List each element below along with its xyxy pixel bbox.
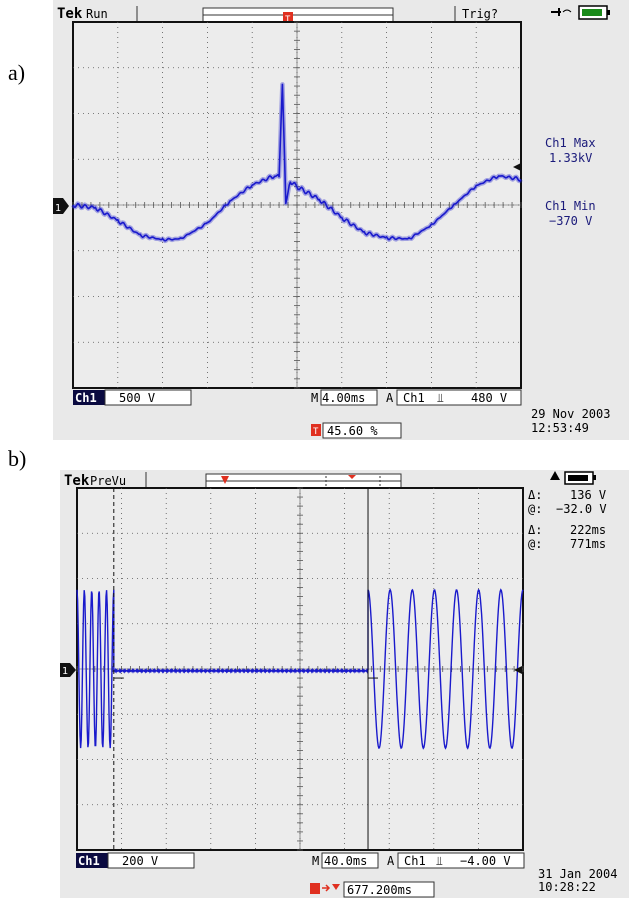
date: 29 Nov 2003	[531, 407, 610, 421]
oscilloscope-a: Tek Run Trig? T T 1	[53, 0, 629, 440]
svg-text:T: T	[285, 15, 291, 25]
brand-label: Tek	[64, 473, 90, 489]
graticule-a	[72, 21, 522, 389]
trigger-level: −4.00 V	[460, 854, 511, 868]
trigger-level: 480 V	[471, 391, 507, 405]
oscilloscope-b-svg: Tek PreVu T 1 Δ: 136 V @:	[60, 471, 617, 898]
battery-icon	[578, 5, 610, 20]
volts-div-box	[107, 852, 195, 869]
power-plug-icon	[551, 8, 572, 16]
time: 12:53:49	[531, 421, 589, 435]
trigger-position-box	[322, 422, 402, 439]
cursor-at-t: 771ms	[570, 537, 606, 551]
time: 10:28:22	[538, 880, 596, 894]
trace-b-line	[76, 588, 524, 750]
trigger-level-arrow	[513, 163, 521, 171]
record-trigger-marker	[221, 476, 229, 484]
time-div: 4.00ms	[322, 391, 365, 405]
warning-icon	[550, 471, 560, 480]
waveform-a	[71, 82, 523, 244]
panel-b-label: b)	[8, 446, 27, 471]
time-div: 40.0ms	[324, 854, 367, 868]
channel-badge	[73, 390, 105, 405]
volts-div-box	[104, 389, 192, 406]
trigger-slope-icon: ⫫	[437, 391, 444, 405]
trigger-position-marker: T	[283, 12, 293, 25]
ch1-min-value: −370 V	[549, 214, 592, 228]
channel-badge	[76, 853, 108, 868]
trace-a-line	[72, 83, 522, 242]
trigger-offset-icon	[310, 883, 340, 894]
mode-label: Run	[86, 7, 108, 21]
svg-text:Ch1: Ch1	[75, 391, 97, 405]
volts-div: 500 V	[119, 391, 155, 405]
cursor-at-v: −32.0 V	[556, 502, 607, 516]
time-div-box	[321, 852, 379, 869]
time-div-prefix: M	[312, 854, 319, 868]
trigger-slope-icon: ⫫	[436, 854, 443, 868]
cursor-delta-v: 136 V	[570, 488, 606, 502]
ch1-max-label: Ch1 Max	[545, 136, 596, 150]
trigger-position: 45.60 %	[327, 424, 378, 438]
svg-text:T: T	[313, 427, 319, 437]
svg-text:1: 1	[62, 666, 68, 677]
trigger-box	[397, 852, 525, 869]
brand-label: Tek	[57, 6, 83, 22]
ch1-max-value: 1.33kV	[549, 151, 592, 165]
cursor-delta-t-label: Δ:	[528, 523, 542, 537]
channel-1-marker: 1	[60, 663, 76, 677]
panel-a-label: a)	[8, 60, 26, 85]
cursor-lines	[113, 488, 379, 850]
oscilloscope-a-svg: Tek Run Trig? T T 1	[53, 5, 610, 439]
time-div-prefix: M	[311, 391, 318, 405]
waveform-b	[76, 588, 524, 750]
battery-icon	[564, 471, 596, 485]
svg-text:Ch1: Ch1	[78, 854, 100, 868]
trigger-box	[396, 389, 522, 406]
mode-label: PreVu	[90, 474, 126, 488]
ch1-min-label: Ch1 Min	[545, 199, 596, 213]
trigger-position-box	[343, 881, 435, 898]
cursor-at-v-label: @:	[528, 502, 542, 516]
cursor-delta-v-label: Δ:	[528, 488, 542, 502]
trigger-position: 677.200ms	[347, 883, 412, 897]
trigger-source: Ch1	[404, 854, 426, 868]
cursor-at-t-label: @:	[528, 537, 542, 551]
trigger-level-arrow	[514, 666, 522, 674]
svg-text:1: 1	[55, 203, 61, 214]
oscilloscope-b: Tek PreVu T 1 Δ: 136 V @:	[60, 470, 629, 898]
trig-status: Trig?	[462, 7, 498, 21]
channel-1-marker: 1	[53, 198, 69, 214]
time-div-box	[320, 389, 378, 406]
cursor-delta-t: 222ms	[570, 523, 606, 537]
trigger-position-icon: T	[311, 424, 321, 437]
trigger-mode: A	[386, 391, 394, 405]
date: 31 Jan 2004	[538, 867, 617, 881]
volts-div: 200 V	[122, 854, 158, 868]
trigger-source: Ch1	[403, 391, 425, 405]
trigger-mode: A	[387, 854, 395, 868]
